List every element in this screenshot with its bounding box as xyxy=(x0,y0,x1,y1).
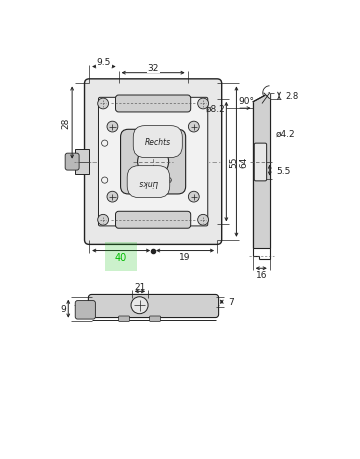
Circle shape xyxy=(166,178,171,184)
Circle shape xyxy=(138,147,168,178)
Circle shape xyxy=(198,99,208,110)
Text: 16: 16 xyxy=(256,270,267,280)
Circle shape xyxy=(131,297,148,314)
Text: 9.5: 9.5 xyxy=(97,57,111,67)
Text: 55: 55 xyxy=(229,157,238,168)
Circle shape xyxy=(166,141,171,146)
Circle shape xyxy=(188,122,199,133)
Text: 21: 21 xyxy=(134,283,146,291)
FancyBboxPatch shape xyxy=(150,316,161,322)
Circle shape xyxy=(102,178,108,184)
Circle shape xyxy=(107,122,118,133)
Text: ø4.2: ø4.2 xyxy=(276,129,296,138)
Circle shape xyxy=(102,141,108,147)
Text: 9: 9 xyxy=(60,304,66,313)
FancyBboxPatch shape xyxy=(116,212,191,229)
FancyBboxPatch shape xyxy=(116,96,191,113)
Circle shape xyxy=(98,99,109,110)
Polygon shape xyxy=(253,94,270,249)
Circle shape xyxy=(107,192,118,202)
Text: 2.8: 2.8 xyxy=(285,92,298,101)
Text: 19: 19 xyxy=(179,252,191,262)
Text: 40: 40 xyxy=(115,252,127,262)
FancyBboxPatch shape xyxy=(99,98,208,226)
Text: 7: 7 xyxy=(228,297,234,307)
Text: 90°: 90° xyxy=(238,97,255,106)
Text: 5.5: 5.5 xyxy=(276,166,290,175)
Text: 32: 32 xyxy=(148,64,159,73)
FancyBboxPatch shape xyxy=(65,154,79,171)
FancyBboxPatch shape xyxy=(85,80,222,245)
FancyBboxPatch shape xyxy=(119,316,130,322)
Text: ø8.2: ø8.2 xyxy=(206,104,226,113)
FancyBboxPatch shape xyxy=(89,295,219,318)
Circle shape xyxy=(98,215,109,226)
Circle shape xyxy=(135,141,140,146)
FancyBboxPatch shape xyxy=(75,301,95,319)
FancyBboxPatch shape xyxy=(121,130,186,195)
Text: 64: 64 xyxy=(239,157,248,168)
Bar xyxy=(75,150,89,174)
Text: Rechts: Rechts xyxy=(145,138,171,147)
Polygon shape xyxy=(264,94,270,100)
Circle shape xyxy=(198,215,208,226)
FancyBboxPatch shape xyxy=(254,144,267,181)
Text: 28: 28 xyxy=(62,118,71,129)
Text: Links: Links xyxy=(139,178,158,187)
Circle shape xyxy=(188,192,199,202)
Circle shape xyxy=(135,178,140,184)
